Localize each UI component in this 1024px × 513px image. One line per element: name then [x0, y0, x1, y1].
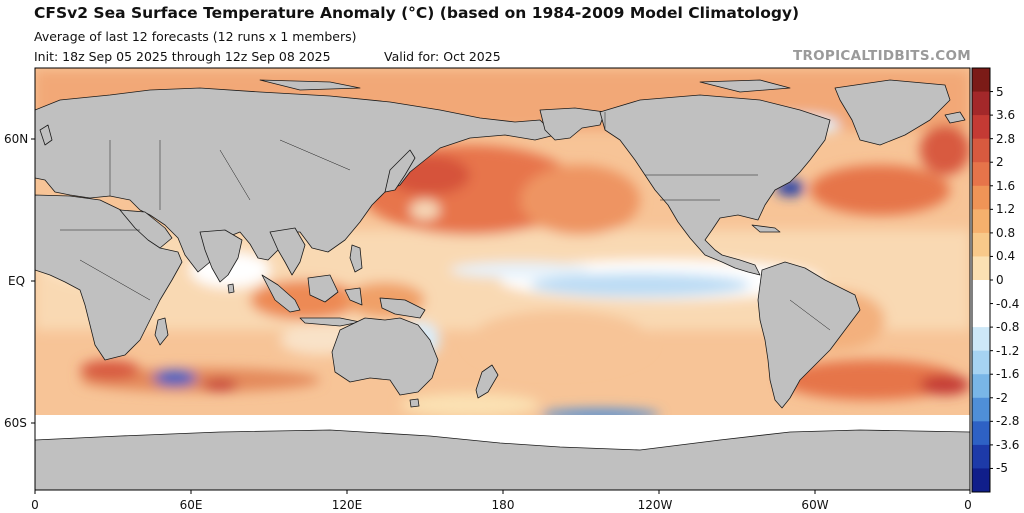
- colorbar-tick-label: 1.6: [996, 178, 1016, 193]
- colorbar-swatch: [972, 468, 990, 493]
- colorbar-swatch: [972, 209, 990, 234]
- colorbar-tick-label: -1.2: [996, 343, 1020, 358]
- colorbar-tick-label: 0: [996, 273, 1004, 287]
- lat-label-60s: 60S: [4, 416, 27, 430]
- colorbar-swatch: [972, 444, 990, 469]
- colorbar-tick-label: -2: [996, 390, 1008, 405]
- lon-label-120e: 120E: [331, 498, 363, 512]
- colorbar-swatch: [972, 374, 990, 399]
- colorbar-swatch: [972, 232, 990, 257]
- colorbar-swatch: [972, 256, 990, 281]
- colorbar-tick-label: -2.8: [996, 414, 1020, 429]
- country-borders: [60, 112, 831, 331]
- lon-label-60e: 60E: [179, 498, 203, 512]
- colorbar-swatch: [972, 421, 990, 446]
- colorbar-swatch: [972, 350, 990, 375]
- colorbar-swatch: [972, 138, 990, 163]
- colorbar-swatch: [972, 327, 990, 352]
- colorbar-tick-label: 1.2: [996, 202, 1016, 217]
- colorbar-swatch: [972, 303, 990, 328]
- valid-time: Valid for: Oct 2025: [384, 49, 501, 64]
- colorbar-frame: [971, 67, 991, 493]
- lat-label-60n: 60N: [4, 132, 29, 146]
- colorbar-tick-label: 0.4: [996, 249, 1016, 264]
- chart-title: CFSv2 Sea Surface Temperature Anomaly (°…: [34, 4, 800, 22]
- colorbar-tick-label: -5: [996, 461, 1008, 476]
- colorbar: [972, 68, 993, 493]
- colorbar-tick-label: -1.6: [996, 367, 1020, 382]
- colorbar-tick-label: -3.6: [996, 437, 1020, 452]
- colorbar-swatch: [972, 162, 990, 187]
- init-time: Init: 18z Sep 05 2025 through 12z Sep 08…: [34, 49, 331, 64]
- lon-label-0: 0: [31, 498, 39, 512]
- lon-label-120w: 120W: [637, 498, 673, 512]
- colorbar-swatch: [972, 115, 990, 140]
- colorbar-swatch: [972, 91, 990, 116]
- colorbar-swatch: [972, 280, 990, 305]
- colorbar-tick-label: 0.8: [996, 225, 1016, 240]
- colorbar-tick-label: 3.6: [996, 108, 1016, 123]
- lon-label-0-end: 0: [964, 498, 972, 512]
- lon-label-180: 180: [491, 498, 515, 512]
- colorbar-tick-label: 2: [996, 155, 1004, 170]
- lat-label-eq: EQ: [8, 274, 26, 288]
- colorbar-swatch: [972, 68, 990, 93]
- brand-watermark: TROPICALTIDBITS.COM: [792, 48, 971, 64]
- colorbar-tick-label: -0.4: [996, 296, 1020, 311]
- chart-subtitle: Average of last 12 forecasts (12 runs x …: [34, 29, 357, 44]
- colorbar-tick-label: 2.8: [996, 131, 1016, 146]
- colorbar-swatch: [972, 397, 990, 422]
- lon-label-60w: 60W: [801, 498, 829, 512]
- colorbar-tick-label: 5: [996, 84, 1004, 99]
- colorbar-tick-label: -0.8: [996, 320, 1020, 335]
- land-masses: [35, 79, 970, 490]
- colorbar-swatch: [972, 185, 990, 210]
- axis-ticks: [31, 138, 971, 494]
